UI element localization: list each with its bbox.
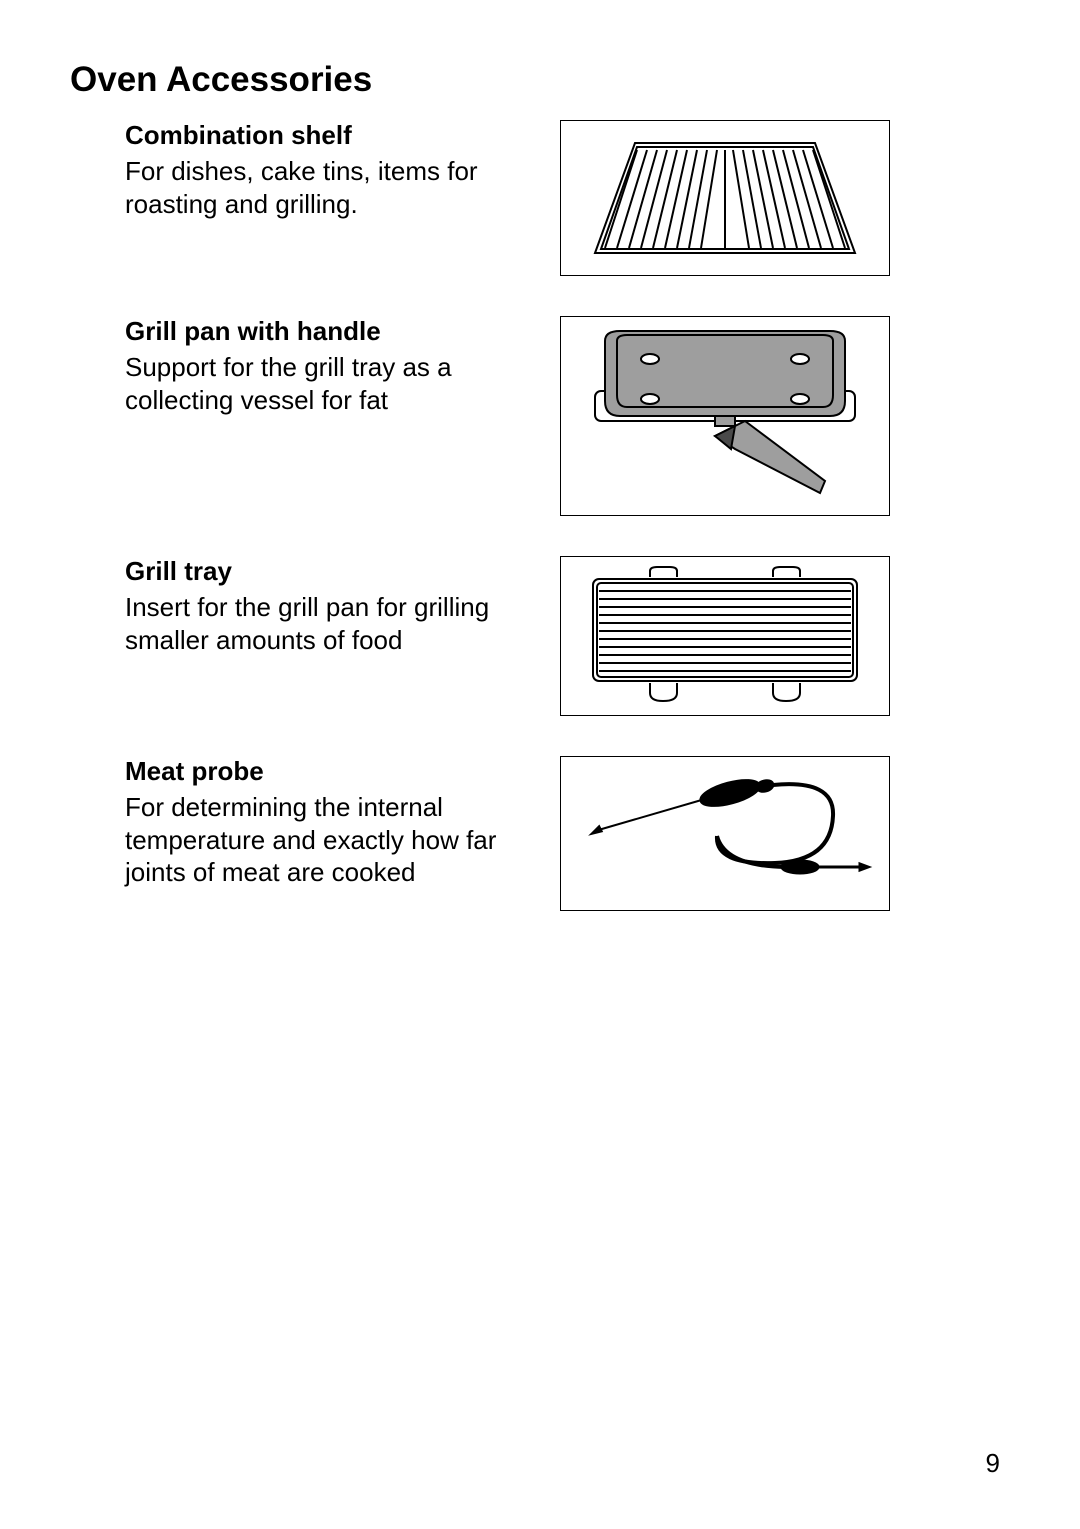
- accessory-item: Grill tray Insert for the grill pan for …: [70, 556, 1010, 716]
- figure-column: [560, 556, 890, 716]
- page: Oven Accessories Combination shelf For d…: [0, 0, 1080, 1529]
- item-title: Grill tray: [125, 556, 540, 587]
- text-column: Grill tray Insert for the grill pan for …: [70, 556, 540, 656]
- text-column: Meat probe For determining the internal …: [70, 756, 540, 889]
- page-number: 9: [986, 1448, 1000, 1479]
- figure-box: [560, 556, 890, 716]
- item-title: Grill pan with handle: [125, 316, 540, 347]
- item-desc: Support for the grill tray as a collecti…: [125, 351, 540, 416]
- text-column: Grill pan with handle Support for the gr…: [70, 316, 540, 416]
- item-title: Meat probe: [125, 756, 540, 787]
- figure-column: [560, 316, 890, 516]
- meat-probe-icon: [575, 761, 875, 906]
- item-title: Combination shelf: [125, 120, 540, 151]
- accessory-item: Combination shelf For dishes, cake tins,…: [70, 120, 1010, 276]
- item-desc: For dishes, cake tins, items for roastin…: [125, 155, 540, 220]
- accessory-item: Meat probe For determining the internal …: [70, 756, 1010, 911]
- accessory-item: Grill pan with handle Support for the gr…: [70, 316, 1010, 516]
- text-column: Combination shelf For dishes, cake tins,…: [70, 120, 540, 220]
- figure-box: [560, 316, 890, 516]
- grill-pan-icon: [575, 321, 875, 511]
- item-desc: Insert for the grill pan for grilling sm…: [125, 591, 540, 656]
- section-title: Oven Accessories: [70, 60, 1010, 100]
- figure-column: [560, 120, 890, 276]
- figure-column: [560, 756, 890, 911]
- combination-shelf-icon: [575, 128, 875, 268]
- figure-box: [560, 756, 890, 911]
- figure-box: [560, 120, 890, 276]
- item-desc: For determining the internal temperature…: [125, 791, 540, 889]
- grill-tray-icon: [575, 561, 875, 711]
